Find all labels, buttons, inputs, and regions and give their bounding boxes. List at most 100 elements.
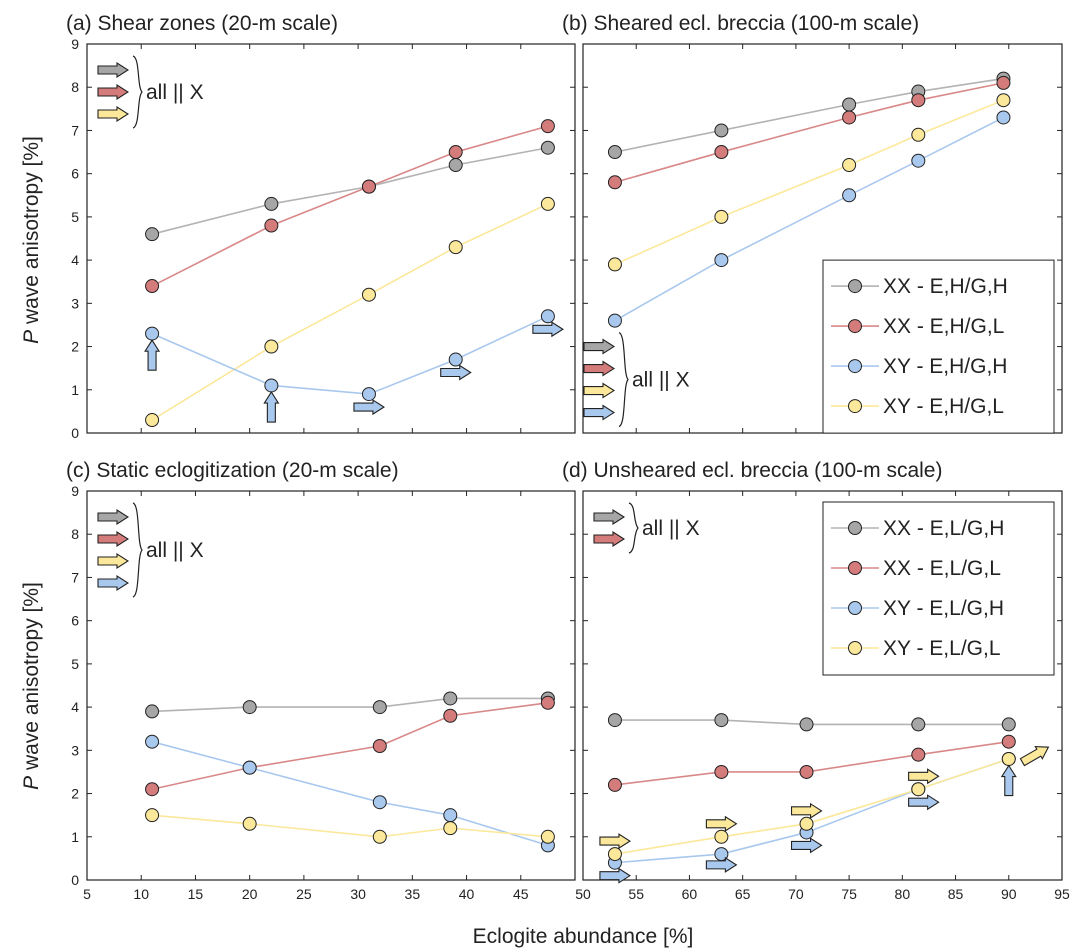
data-point-XY_L <box>714 829 729 844</box>
data-point-XX_H <box>372 700 387 715</box>
data-point-XX_H <box>607 145 622 160</box>
data-point-XX_L <box>911 93 926 108</box>
data-point-XX_H <box>264 196 279 211</box>
annotation-brace <box>132 55 143 129</box>
legend-marker <box>848 279 862 294</box>
direction-arrow <box>790 837 823 854</box>
data-point-XY_H <box>145 326 160 341</box>
data-point-XX_L <box>911 747 926 762</box>
y-axis-label-rest: wave anisotropy [%] <box>20 582 43 776</box>
legend-entry: XX - E,H/G,H <box>883 275 1008 298</box>
x-tick-label: 65 <box>735 886 751 902</box>
panel-title: (a) Shear zones (20-m scale) <box>66 12 338 35</box>
y-axis-label-top: P wave anisotropy [%] <box>20 136 43 344</box>
direction-arrow <box>790 802 823 819</box>
data-point-XX_H <box>911 717 926 732</box>
data-point-XY_H <box>372 795 387 810</box>
data-point-XY_L <box>996 93 1011 108</box>
data-point-XY_H <box>842 188 857 203</box>
data-point-XX_L <box>540 119 555 134</box>
legend-arrow-XY_L <box>583 382 616 399</box>
data-point-XX_H <box>242 700 257 715</box>
legend-arrow-XY_H <box>97 574 130 592</box>
data-point-XX_L <box>448 145 463 160</box>
legend-arrow-XX_L <box>97 530 130 548</box>
panel-d: (d) Unsheared ecl. breccia (100-m scale)… <box>562 459 1070 902</box>
data-point-XY_L <box>799 816 814 831</box>
legend-marker <box>848 399 862 414</box>
x-tick-label: 10 <box>133 886 149 902</box>
x-tick-label: 35 <box>405 886 421 902</box>
panel-b: (b) Sheared ecl. breccia (100-m scale) al… <box>562 12 1063 434</box>
plot-frame <box>86 490 576 881</box>
legend-marker <box>848 601 862 615</box>
data-point-XY_H <box>242 760 257 775</box>
x-axis-label: Eclogite abundance [%] <box>473 925 694 948</box>
panel-title: (d) Unsheared ecl. breccia (100-m scale) <box>562 459 942 482</box>
y-axis-label-rest: wave anisotropy [%] <box>20 136 43 330</box>
legend-entry: XX - E,L/G,H <box>883 517 1004 540</box>
data-point-XX_L <box>799 764 814 779</box>
y-tick-label: 0 <box>71 872 79 888</box>
plot-frame <box>86 43 576 434</box>
direction-arrow <box>440 364 472 381</box>
data-point-XY_H <box>448 352 463 367</box>
legend-arrow-XY_H <box>583 404 616 421</box>
y-tick-label: 7 <box>71 569 79 585</box>
y-tick-label: 0 <box>71 425 79 441</box>
x-tick-label: 75 <box>841 886 857 902</box>
data-point-XX_L <box>145 279 160 294</box>
direction-arrow <box>705 815 738 832</box>
y-tick-label: 6 <box>71 166 79 182</box>
annotation-brace <box>618 331 629 428</box>
y-tick-label: 9 <box>71 483 79 499</box>
direction-arrow <box>705 856 738 873</box>
y-tick-label: 2 <box>71 786 79 802</box>
x-tick-label: 60 <box>682 886 698 902</box>
data-point-XX_H <box>714 123 729 138</box>
legend-arrow-XY_L <box>97 105 130 123</box>
data-point-XY_L <box>264 339 279 354</box>
legend-entry: XX - E,L/G,L <box>883 557 1001 580</box>
x-tick-label: 85 <box>948 886 964 902</box>
y-tick-label: 4 <box>71 252 79 268</box>
annotation-brace <box>132 502 143 598</box>
data-point-XY_L <box>540 196 555 211</box>
legend-arrow-XX_H <box>593 508 626 526</box>
legend: XX - E,L/G,H XX - E,L/G,L XY - E,L/G,H XY -… <box>822 501 1055 676</box>
data-point-XY_L <box>242 816 257 831</box>
legend-marker <box>848 319 862 334</box>
legend-arrow-XY_L <box>97 552 130 570</box>
data-point-XX_L <box>996 75 1011 90</box>
legend-arrow-XX_L <box>593 530 626 548</box>
data-point-XY_L <box>361 287 376 302</box>
legend-entry: XY - E,L/G,H <box>883 597 1004 620</box>
data-point-XX_L <box>361 179 376 194</box>
data-point-XX_H <box>448 158 463 173</box>
data-point-XX_L <box>607 777 622 792</box>
data-point-XX_H <box>714 713 729 728</box>
legend-entry: XX - E,H/G,L <box>883 315 1004 338</box>
y-axis-label-bottom: P wave anisotropy [%] <box>20 582 43 790</box>
legend-arrow-XX_H <box>97 508 130 526</box>
data-point-XX_H <box>607 713 622 728</box>
data-point-XX_H <box>842 97 857 112</box>
data-point-XY_H <box>145 734 160 749</box>
data-point-XY_H <box>361 387 376 402</box>
data-point-XX_L <box>714 764 729 779</box>
legend-arrow-XX_H <box>583 338 616 355</box>
data-point-XX_H <box>145 704 160 719</box>
direction-arrow <box>1019 746 1050 767</box>
y-tick-label: 3 <box>71 295 79 311</box>
legend-arrow-XX_L <box>97 83 130 101</box>
legend-entry: XY - E,H/G,L <box>883 395 1004 418</box>
data-point-XX_H <box>443 691 458 706</box>
data-point-XX_H <box>145 227 160 242</box>
y-tick-label: 1 <box>71 829 79 845</box>
data-point-XY_H <box>911 153 926 168</box>
data-point-XY_H <box>714 253 729 268</box>
data-point-XY_H <box>264 378 279 393</box>
annotation-brace <box>628 502 639 554</box>
data-point-XY_L <box>911 127 926 142</box>
